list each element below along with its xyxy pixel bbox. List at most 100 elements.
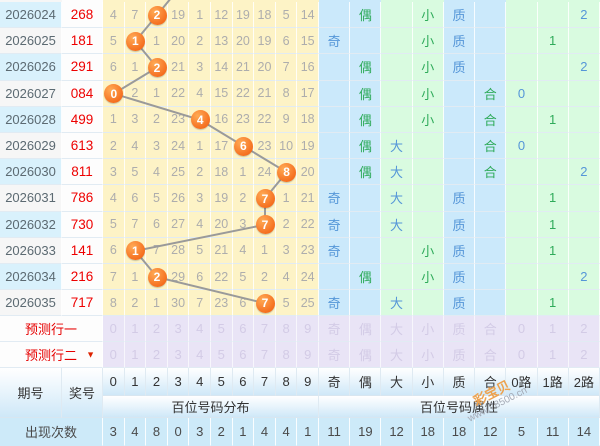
prediction-digit-cell[interactable]: 3 [167, 316, 190, 343]
attribute-cell: 小 [412, 2, 444, 29]
attribute-cell [568, 185, 600, 212]
miss-count-cell: 18 [254, 2, 276, 29]
attribute-cell [568, 211, 600, 238]
prediction-attr-cell[interactable]: 大 [381, 342, 413, 369]
attribute-cell: 偶 [350, 80, 382, 107]
attribute-cell [443, 80, 476, 107]
prediction-row-label: 预测行二 ▼ [0, 342, 103, 369]
miss-count-cell: 1 [103, 106, 125, 133]
prediction-attr-cell[interactable]: 合 [475, 342, 507, 369]
digit-count-cell: 4 [254, 418, 276, 446]
winning-number-cell: 613 [62, 133, 103, 160]
attribute-cell [381, 264, 413, 291]
prediction-digit-cell[interactable]: 2 [146, 342, 168, 369]
prediction-digit-cell[interactable]: 5 [211, 342, 233, 369]
miss-count-cell: 2 [275, 211, 298, 238]
miss-count-cell: 24 [297, 264, 319, 291]
prediction-attr-cell[interactable]: 质 [443, 316, 476, 343]
partial-row-strip [443, 0, 476, 2]
miss-count-cell: 5 [124, 159, 147, 186]
prediction-digit-cell[interactable]: 9 [297, 342, 319, 369]
prediction-row-label: 预测行一 [0, 316, 103, 343]
prediction-attr-cell[interactable]: 2 [568, 316, 600, 343]
attribute-cell: 偶 [350, 106, 382, 133]
attribute-cell: 质 [443, 2, 476, 29]
miss-count-cell: 17 [297, 80, 319, 107]
prediction-digit-cell[interactable]: 0 [103, 342, 125, 369]
header-attr-label: 大 [381, 368, 413, 396]
prediction-digit-cell[interactable]: 8 [275, 316, 298, 343]
ball-marker: 2 [147, 58, 167, 77]
prediction-attr-cell[interactable]: 偶 [350, 342, 382, 369]
attribute-cell [319, 133, 351, 160]
prediction-digit-cell[interactable]: 5 [211, 316, 233, 343]
period-cell: 2026032 [0, 211, 62, 238]
prediction-attr-cell[interactable]: 1 [537, 316, 569, 343]
digit-count-cell: 3 [189, 418, 211, 446]
miss-count-cell: 5 [103, 28, 125, 55]
prediction-digit-cell[interactable]: 0 [103, 316, 125, 343]
miss-count-cell: 19 [254, 28, 276, 55]
miss-count-cell: 24 [254, 159, 276, 186]
attribute-cell: 0 [506, 80, 538, 107]
digit-count-cell: 1 [232, 418, 255, 446]
prediction-digit-cell[interactable]: 4 [189, 342, 211, 369]
prediction-attr-cell[interactable]: 偶 [350, 316, 382, 343]
ball-marker: 4 [190, 110, 210, 130]
miss-count-cell: 3 [146, 133, 168, 160]
digit-count-cell: 0 [167, 418, 190, 446]
prediction-digit-cell[interactable]: 1 [124, 316, 147, 343]
attribute-cell: 合 [475, 80, 507, 107]
miss-count-cell: 1 [124, 54, 147, 81]
miss-count-cell: 25 [297, 290, 319, 317]
header-digit-label: 2 [146, 368, 168, 396]
header-attr-label: 1路 [537, 368, 569, 396]
prediction-attr-cell[interactable]: 0 [506, 342, 538, 369]
prediction-attr-cell[interactable]: 大 [381, 316, 413, 343]
attr-count-cell: 14 [568, 418, 600, 446]
miss-count-cell: 7 [124, 2, 147, 29]
attribute-cell [568, 80, 600, 107]
digit-count-cell: 2 [211, 418, 233, 446]
header-attr-label: 质 [443, 368, 476, 396]
prediction-digit-cell[interactable]: 8 [275, 342, 298, 369]
prediction-attr-cell[interactable]: 奇 [319, 342, 351, 369]
attribute-cell [506, 185, 538, 212]
prediction-attr-cell[interactable]: 合 [475, 316, 507, 343]
prediction-digit-cell[interactable]: 4 [189, 316, 211, 343]
prediction-digit-cell[interactable]: 1 [124, 342, 147, 369]
miss-count-cell: 18 [297, 106, 319, 133]
miss-count-cell: 2 [232, 185, 255, 212]
down-arrow-icon[interactable]: ▼ [86, 349, 95, 360]
digit-count-cell: 1 [297, 418, 319, 446]
prediction-digit-cell[interactable]: 3 [167, 342, 190, 369]
prediction-digit-cell[interactable]: 7 [254, 316, 276, 343]
prediction-digit-cell[interactable]: 2 [146, 316, 168, 343]
prediction-attr-cell[interactable]: 奇 [319, 316, 351, 343]
partial-row-strip [475, 0, 507, 2]
prediction-digit-cell[interactable]: 6 [232, 342, 255, 369]
attribute-cell [475, 2, 507, 29]
winning-number-cell: 730 [62, 211, 103, 238]
miss-count-cell: 2 [124, 80, 147, 107]
attribute-cell [319, 159, 351, 186]
attribute-cell: 质 [443, 264, 476, 291]
attr-count-cell: 5 [506, 418, 538, 446]
prediction-attr-cell[interactable]: 2 [568, 342, 600, 369]
prediction-digit-cell[interactable]: 7 [254, 342, 276, 369]
miss-count-cell: 2 [254, 264, 276, 291]
partial-row-strip [412, 0, 444, 2]
prediction-attr-cell[interactable]: 小 [412, 342, 444, 369]
header-digit-label: 6 [232, 368, 255, 396]
ball-marker: 7 [255, 215, 275, 235]
miss-count-cell: 27 [167, 211, 190, 238]
prediction-attr-cell[interactable]: 1 [537, 342, 569, 369]
prediction-attr-cell[interactable]: 质 [443, 342, 476, 369]
prediction-digit-cell[interactable]: 6 [232, 316, 255, 343]
prediction-digit-cell[interactable]: 9 [297, 316, 319, 343]
winning-number-cell: 216 [62, 264, 103, 291]
prediction-attr-cell[interactable]: 0 [506, 316, 538, 343]
header-digit-label: 1 [124, 368, 147, 396]
prediction-attr-cell[interactable]: 小 [412, 316, 444, 343]
